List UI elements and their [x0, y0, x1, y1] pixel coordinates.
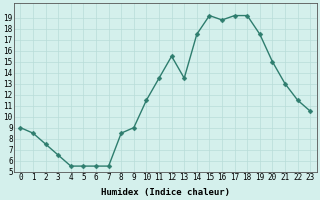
X-axis label: Humidex (Indice chaleur): Humidex (Indice chaleur)	[101, 188, 230, 197]
